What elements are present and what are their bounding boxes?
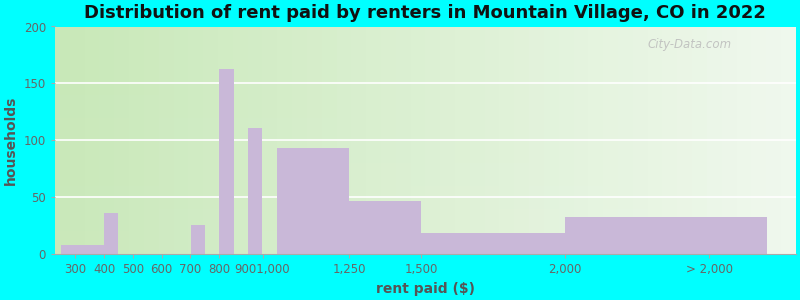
Bar <box>99 26 114 254</box>
Bar <box>55 232 796 243</box>
Bar <box>55 175 796 186</box>
Bar <box>485 26 499 254</box>
Bar <box>529 26 544 254</box>
Bar <box>514 26 529 254</box>
Bar <box>307 26 322 254</box>
Bar <box>751 26 766 254</box>
Bar <box>410 26 426 254</box>
Bar <box>262 26 278 254</box>
Bar <box>633 26 648 254</box>
Bar <box>322 26 337 254</box>
Bar <box>218 26 233 254</box>
Bar <box>55 220 796 232</box>
Bar <box>203 26 218 254</box>
Bar <box>766 26 781 254</box>
Bar <box>55 118 796 129</box>
Bar <box>55 129 796 140</box>
Bar <box>544 26 558 254</box>
Bar <box>455 26 470 254</box>
Bar <box>85 26 99 254</box>
Bar <box>574 26 588 254</box>
Bar <box>426 26 440 254</box>
Bar <box>55 186 796 197</box>
Bar <box>648 26 662 254</box>
Bar <box>55 38 796 49</box>
Bar <box>692 26 707 254</box>
Bar <box>55 83 796 95</box>
X-axis label: rent paid ($): rent paid ($) <box>376 282 475 296</box>
Bar <box>190 225 205 254</box>
Bar <box>129 26 144 254</box>
Bar <box>55 95 796 106</box>
Bar <box>618 26 633 254</box>
Y-axis label: households: households <box>4 96 18 185</box>
Bar <box>499 26 514 254</box>
Bar <box>219 69 234 254</box>
Bar <box>588 26 603 254</box>
Bar <box>55 49 796 61</box>
Bar <box>55 61 796 72</box>
Bar <box>55 152 796 163</box>
Bar <box>707 26 722 254</box>
Bar <box>470 26 485 254</box>
Bar <box>366 26 381 254</box>
Bar <box>61 245 104 254</box>
Bar <box>337 26 351 254</box>
Bar <box>781 26 796 254</box>
Bar <box>722 26 737 254</box>
Bar <box>349 201 421 254</box>
Bar <box>566 217 767 254</box>
Bar <box>144 26 158 254</box>
Bar <box>55 26 796 38</box>
Bar <box>396 26 410 254</box>
Bar <box>158 26 174 254</box>
Bar <box>114 26 129 254</box>
Bar <box>440 26 455 254</box>
Bar <box>248 26 262 254</box>
Bar <box>55 26 70 254</box>
Bar <box>603 26 618 254</box>
Bar <box>55 72 796 83</box>
Bar <box>188 26 203 254</box>
Bar <box>422 232 565 254</box>
Bar <box>351 26 366 254</box>
Bar <box>174 26 188 254</box>
Bar <box>278 26 292 254</box>
Bar <box>662 26 678 254</box>
Bar <box>737 26 751 254</box>
Title: Distribution of rent paid by renters in Mountain Village, CO in 2022: Distribution of rent paid by renters in … <box>85 4 766 22</box>
Bar <box>55 197 796 209</box>
Bar <box>248 128 262 254</box>
Bar <box>381 26 396 254</box>
Bar <box>70 26 85 254</box>
Bar <box>678 26 692 254</box>
Bar <box>55 243 796 254</box>
Bar <box>55 140 796 152</box>
Bar <box>55 106 796 118</box>
Text: City-Data.com: City-Data.com <box>648 38 732 51</box>
Bar <box>558 26 574 254</box>
Bar <box>292 26 307 254</box>
Bar <box>55 209 796 220</box>
Bar <box>233 26 248 254</box>
Bar <box>277 148 349 254</box>
Bar <box>55 163 796 175</box>
Bar <box>104 213 118 254</box>
